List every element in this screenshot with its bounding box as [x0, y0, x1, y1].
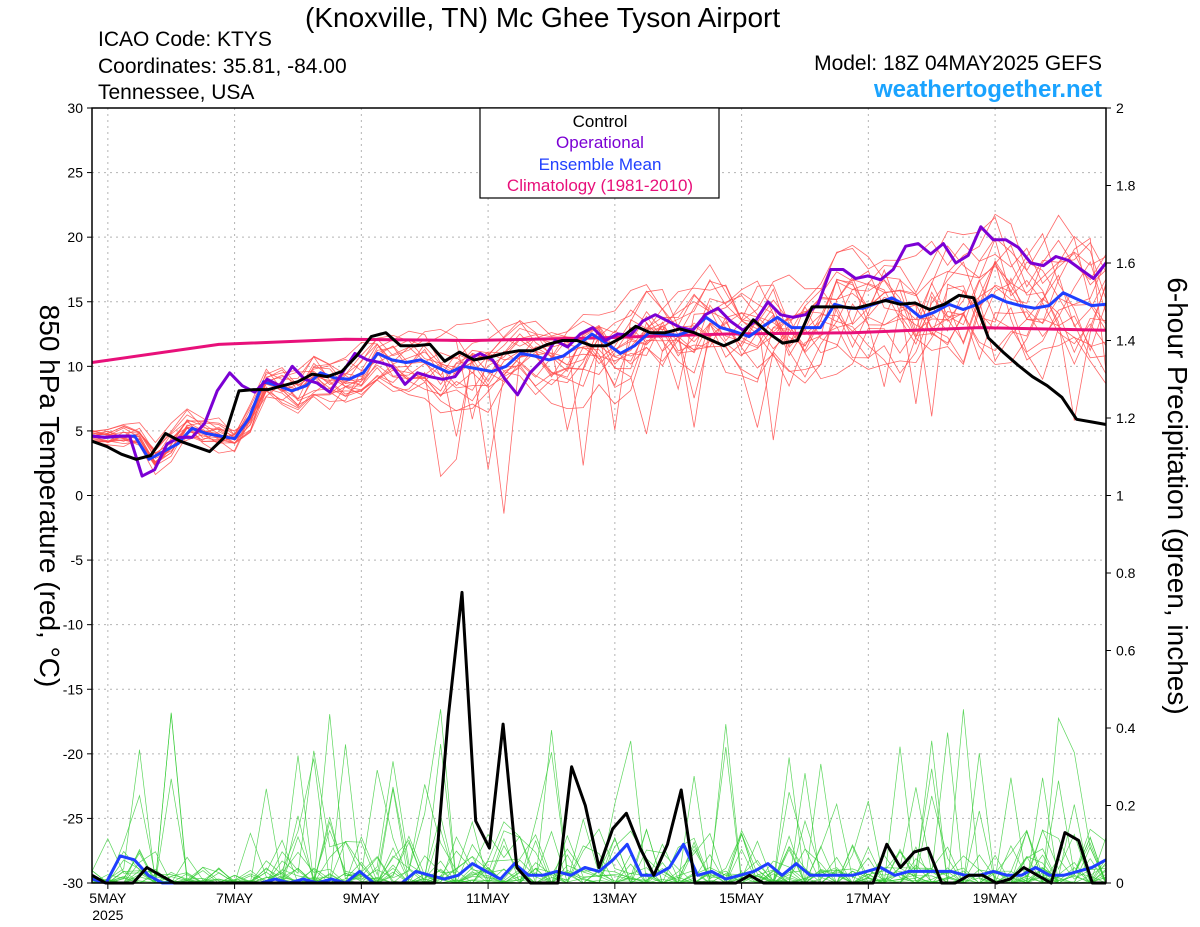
x-tick-label: 9MAY	[343, 890, 381, 906]
y-tick-label: 20	[67, 229, 83, 245]
x-tick-label: 7MAY	[216, 890, 254, 906]
coordinates: Coordinates: 35.81, -84.00	[98, 55, 347, 78]
y2-tick-label: 1.2	[1116, 410, 1136, 426]
ensemble-precip-member	[91, 724, 1107, 884]
legend-operational: Operational	[556, 133, 644, 152]
y2-tick-label: 0.2	[1116, 798, 1136, 814]
legend-ensemble-mean: Ensemble Mean	[539, 155, 662, 174]
y2-tick-label: 0.4	[1116, 720, 1136, 736]
ensemble-temp-member	[91, 262, 1107, 466]
y-tick-label: -20	[63, 746, 83, 762]
y-tick-label: -30	[63, 875, 83, 891]
ensemble-precip-member	[91, 817, 1107, 884]
y-tick-label: -5	[71, 552, 84, 568]
y-axis-label: 850 hPa Temperature (red, °C)	[34, 305, 65, 688]
y2-tick-label: 0	[1116, 875, 1124, 891]
model-run: Model: 18Z 04MAY2025 GEFS	[814, 52, 1102, 75]
x-tick-label: 11MAY	[466, 890, 510, 906]
ensemble-temp-member	[91, 277, 1107, 476]
legend-climatology: Climatology (1981-2010)	[507, 176, 693, 195]
y-tick-label: 30	[67, 100, 83, 116]
y2-tick-label: 1	[1116, 488, 1124, 504]
ensemble-temperature-members	[91, 213, 1107, 514]
y-tick-label: 5	[75, 423, 83, 439]
y2-tick-label: 1.8	[1116, 178, 1136, 194]
x-tick-label: 15MAY	[719, 890, 765, 906]
axes: 302520151050-5-10-15-20-25-3021.81.61.41…	[63, 100, 1136, 923]
y-tick-label: -15	[63, 681, 83, 697]
region-label: Tennessee, USA	[98, 81, 255, 104]
icao-code: ICAO Code: KTYS	[98, 28, 272, 51]
y-tick-label: 15	[67, 294, 83, 310]
y2-tick-label: 0.6	[1116, 643, 1136, 659]
ensemble-temp-member	[91, 264, 1107, 470]
legend-control: Control	[573, 112, 628, 131]
y2-tick-label: 1.6	[1116, 255, 1136, 271]
ensemble-precip-member	[91, 709, 1107, 884]
y2-tick-label: 1.4	[1116, 333, 1136, 349]
legend: Control Operational Ensemble Mean Climat…	[479, 107, 720, 199]
operational-temperature-line	[91, 225, 1108, 478]
ensemble-temp-member	[91, 232, 1107, 464]
y2-axis-label: 6-hour Precipitation (green, inches)	[1162, 277, 1193, 714]
ensemble-precip-member	[91, 730, 1107, 884]
ensemble-precip-member	[91, 732, 1107, 884]
ensemble-precip-member	[91, 712, 1107, 884]
legend-box	[479, 107, 720, 199]
y-tick-label: -25	[63, 810, 83, 826]
x-tick-year: 2025	[92, 907, 123, 923]
plot-frame	[91, 107, 1107, 884]
ensemble-precip-member	[91, 709, 1107, 885]
x-tick-label: 17MAY	[846, 890, 892, 906]
y-tick-label: 10	[67, 358, 83, 374]
control-temperature-line	[91, 293, 1107, 461]
control-precipitation-line	[91, 590, 1106, 885]
y2-tick-label: 0.8	[1116, 565, 1136, 581]
y-tick-label: 0	[75, 488, 83, 504]
ensemble-precipitation-members	[91, 709, 1107, 885]
x-tick-label: 19MAY	[973, 890, 1019, 906]
ensemble-temp-member	[91, 274, 1107, 468]
x-tick-label: 5MAY	[89, 890, 127, 906]
ensemble-precip-member	[92, 714, 1107, 884]
ensemble-precip-member	[92, 713, 1107, 884]
chart-title: (Knoxville, TN) Mc Ghee Tyson Airport	[305, 2, 781, 33]
y2-tick-label: 2	[1116, 100, 1124, 116]
x-tick-label: 13MAY	[592, 890, 638, 906]
y-tick-label: 25	[67, 165, 83, 181]
ensemble-precip-member	[91, 740, 1106, 884]
site-link[interactable]: weathertogether.net	[873, 76, 1102, 103]
y-tick-label: -10	[63, 617, 83, 633]
grid-lines	[92, 108, 1106, 883]
